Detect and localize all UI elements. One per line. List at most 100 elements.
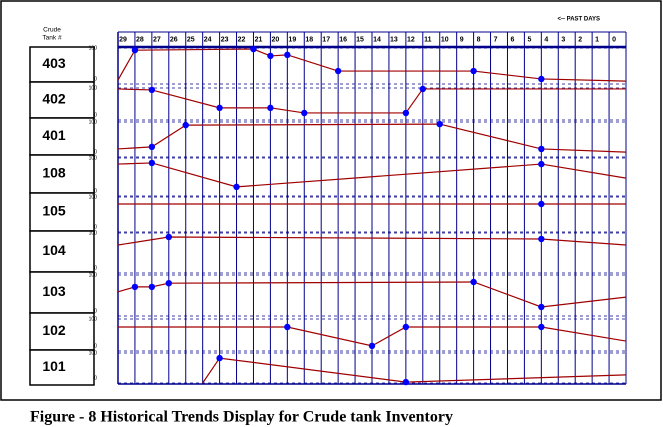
y-tick-label: 100 (89, 350, 98, 356)
y-tick-label: 0 (94, 149, 97, 155)
x-tick-label: 17 (322, 36, 330, 43)
x-tick-label: 28 (136, 36, 144, 43)
y-tick-label: 0 (94, 188, 97, 194)
x-tick-label: 9 (460, 36, 464, 43)
tank-label: 105 (42, 203, 66, 219)
x-tick-label: 27 (153, 36, 161, 43)
marker (419, 85, 426, 93)
tank-label: 108 (42, 165, 66, 181)
trend-line (118, 326, 627, 347)
marker (538, 75, 545, 83)
x-tick-label: 3 (561, 36, 565, 43)
tank-label: 104 (42, 242, 66, 258)
annotation: <-- PAST DAYS (557, 17, 600, 23)
frame (0, 0, 662, 401)
marker (267, 52, 274, 60)
tank-label: 103 (42, 283, 66, 299)
tank-label: 102 (42, 322, 66, 338)
marker (334, 67, 342, 75)
x-tick-label: 1 (595, 36, 599, 43)
marker (148, 86, 156, 94)
marker (182, 121, 189, 129)
y-tick-label: 100 (89, 45, 98, 51)
marker (165, 280, 172, 287)
x-tick-label: 29 (119, 36, 127, 43)
x-tick-label: 4 (544, 36, 548, 43)
trend-line (202, 357, 627, 384)
marker (538, 323, 545, 331)
x-tick-label: 25 (187, 36, 195, 43)
marker (538, 200, 545, 208)
y-tick-label: 100 (89, 316, 98, 322)
x-tick-label: 7 (494, 36, 498, 43)
marker (301, 109, 308, 117)
tank-label: 101 (42, 358, 66, 374)
x-tick-label: 19 (288, 36, 296, 43)
x-tick-label: 16 (339, 36, 347, 43)
y-tick-label: 0 (94, 112, 97, 118)
marker (131, 283, 139, 291)
marker (284, 51, 291, 59)
x-tick-label: 6 (511, 36, 515, 43)
trend-line (117, 123, 627, 153)
marker (470, 67, 477, 75)
marker (148, 159, 156, 167)
x-tick-label: 12 (407, 36, 415, 43)
marker (131, 46, 139, 54)
marker (148, 283, 156, 291)
x-tick-label: 23 (221, 36, 229, 43)
marker (216, 354, 223, 362)
x-tick-label: 22 (238, 36, 246, 43)
tank-label: 402 (42, 91, 66, 107)
x-tick-label: 2 (578, 36, 582, 43)
tank-label: 401 (42, 127, 66, 143)
marker (470, 278, 477, 286)
x-tick-label: 20 (272, 36, 280, 43)
x-tick-label: 18 (305, 36, 313, 43)
marker (233, 183, 240, 191)
y-tick-label: 100 (89, 194, 98, 200)
x-tick-label: 26 (170, 36, 178, 43)
marker (538, 160, 545, 168)
marker (402, 323, 410, 331)
x-tick-label: 13 (390, 36, 398, 43)
x-tick-label: 15 (356, 36, 364, 43)
tank-box (29, 230, 95, 273)
y-tick-label: 100 (89, 272, 98, 278)
y-tick-label: 100 (89, 230, 98, 236)
marker (250, 45, 257, 53)
y-tick-label: 100 (89, 155, 98, 161)
marker (165, 233, 172, 241)
marker (216, 104, 223, 112)
marker (267, 104, 274, 112)
y-tick-label: 0 (94, 375, 97, 381)
caption: Figure - 8 Historical Trends Display for… (30, 409, 453, 426)
tank-label: 403 (42, 55, 66, 71)
y-tick-label: 0 (94, 76, 97, 82)
y-tick-label: 0 (94, 265, 97, 271)
x-tick-label: 8 (477, 36, 481, 43)
marker (538, 145, 545, 153)
tank-box (29, 192, 95, 232)
x-tick-label: 11 (424, 36, 432, 43)
y-tick-label: 100 (89, 85, 98, 91)
row-header: Crude (43, 27, 61, 34)
trend-line (117, 88, 626, 114)
x-tick-label: 5 (527, 36, 531, 43)
trend-line (117, 236, 627, 246)
marker (402, 109, 410, 117)
tank-box (29, 349, 95, 386)
marker (538, 235, 545, 243)
x-tick-label: 0 (612, 36, 616, 43)
marker (436, 120, 443, 128)
marker (284, 323, 291, 331)
y-tick-label: 0 (94, 343, 97, 349)
y-tick-label: 100 (89, 119, 98, 125)
marker (538, 303, 545, 311)
x-tick-label: 14 (373, 36, 381, 43)
tank-box (29, 117, 95, 156)
y-tick-label: 0 (94, 308, 97, 314)
marker (402, 378, 410, 386)
marker (368, 342, 376, 350)
